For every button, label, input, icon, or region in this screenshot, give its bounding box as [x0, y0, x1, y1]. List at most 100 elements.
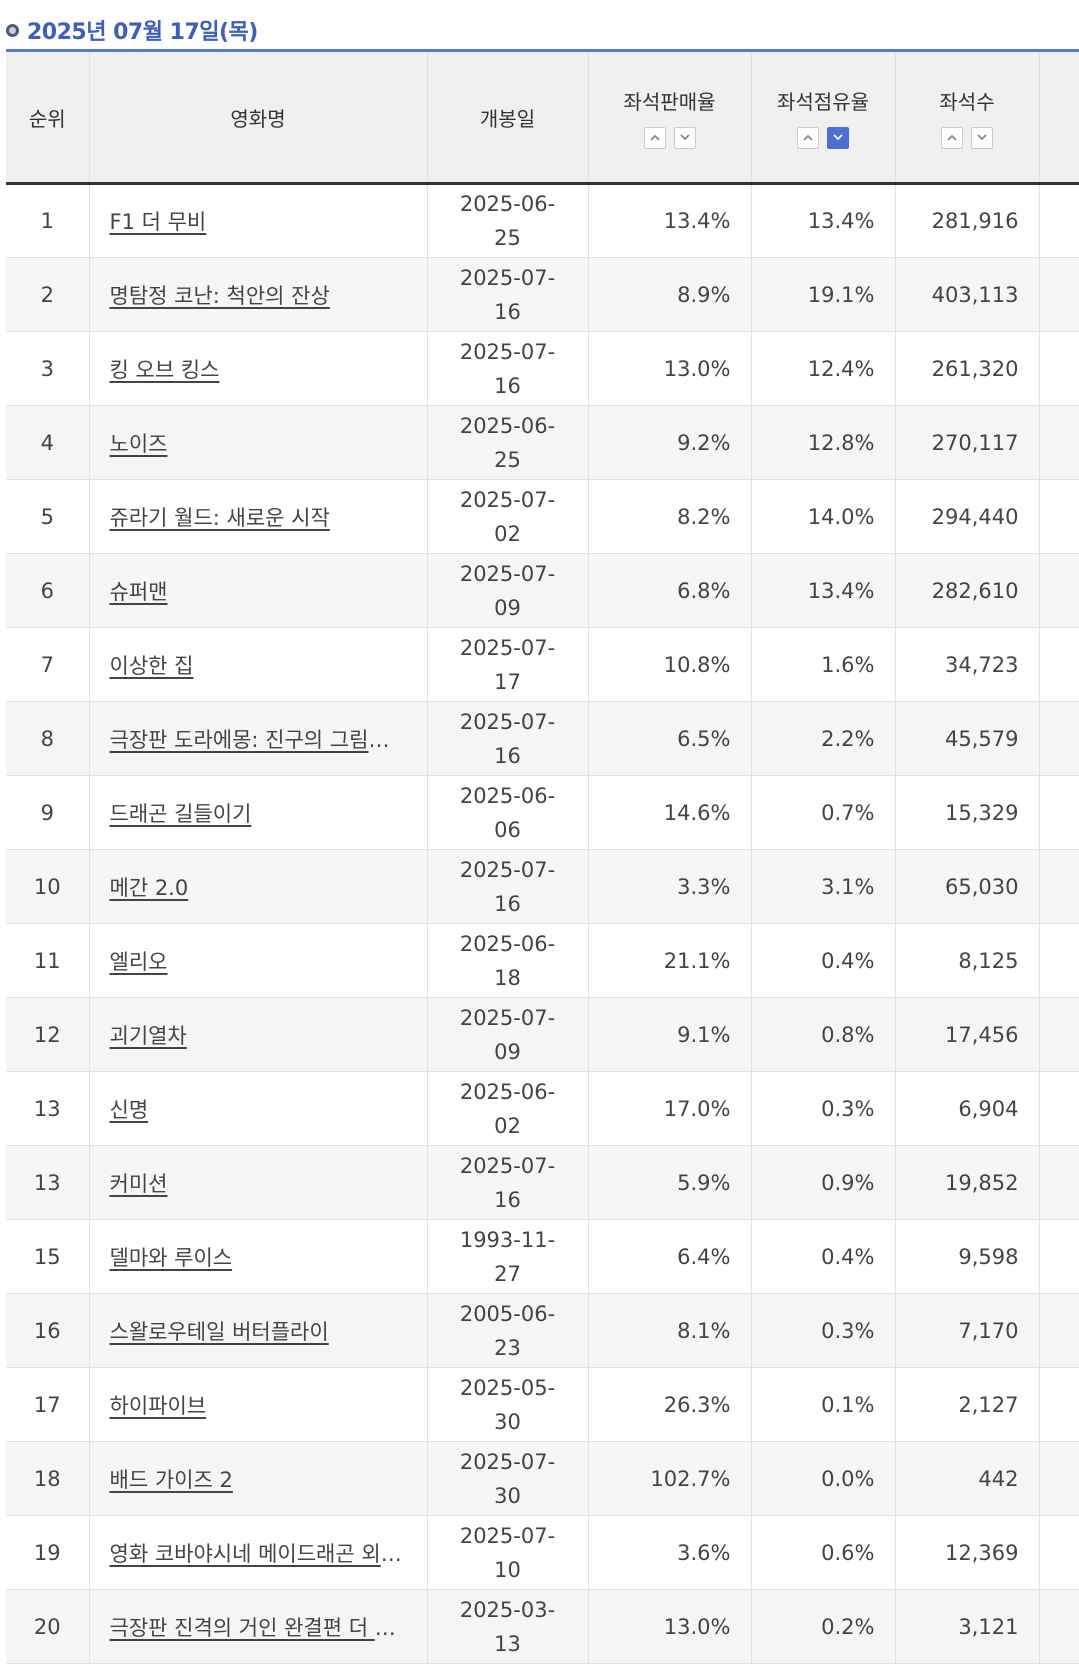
movie-title-link[interactable]: 이상한 집 [109, 653, 194, 678]
overflow-cell [1039, 1367, 1079, 1442]
col-release-header: 개봉일 [427, 52, 589, 185]
rank-cell: 18 [6, 1441, 90, 1516]
col-seats-header: 좌석수 [895, 52, 1040, 185]
title-cell: 커미션 [89, 1145, 428, 1220]
rank-cell: 17 [6, 1367, 90, 1442]
rank-cell: 12 [6, 997, 90, 1072]
movie-title-link[interactable]: 노이즈 [109, 431, 168, 456]
sort-seats-desc-button[interactable] [971, 126, 993, 149]
sales-rate-cell: 21.1% [588, 923, 752, 998]
table-row: 12 괴기열차 2025-07-09 9.1% 0.8% 17,456 [6, 997, 1079, 1072]
movie-title-link[interactable]: 하이파이브 [109, 1393, 207, 1418]
release-date-cell: 2025-06-06 [427, 775, 589, 850]
rank-cell: 8 [6, 701, 90, 776]
title-cell: 스왈로우테일 버터플라이 [89, 1293, 428, 1368]
share-rate-cell: 13.4% [751, 183, 896, 258]
table-row: 10 메간 2.0 2025-07-16 3.3% 3.1% 65,030 [6, 849, 1079, 924]
movie-title-link[interactable]: 극장판 진격의 거인 완결편 더 라스… [109, 1615, 427, 1640]
movie-title-link[interactable]: 메간 2.0 [109, 875, 189, 900]
sales-rate-cell: 13.4% [588, 183, 752, 258]
share-rate-cell: 0.1% [751, 1367, 896, 1442]
overflow-cell [1039, 1515, 1079, 1590]
seats-cell: 281,916 [895, 183, 1040, 258]
movie-title-link[interactable]: 극장판 도라에몽: 진구의 그림이야기 [109, 727, 427, 752]
seats-cell: 2,127 [895, 1367, 1040, 1442]
table-header-row: 순위 영화명 개봉일 좌석판매율 좌석점유율 [6, 52, 1079, 185]
movie-title-link[interactable]: 스왈로우테일 버터플라이 [109, 1319, 329, 1344]
title-cell: 이상한 집 [89, 627, 428, 702]
movie-title-link[interactable]: 배드 가이즈 2 [109, 1467, 233, 1492]
overflow-cell [1039, 997, 1079, 1072]
movie-title-link[interactable]: 쥬라기 월드: 새로운 시작 [109, 505, 330, 530]
share-rate-cell: 12.8% [751, 405, 896, 480]
movie-title-link[interactable]: 슈퍼맨 [109, 579, 168, 604]
sales-rate-cell: 8.9% [588, 257, 752, 332]
movie-title-link[interactable]: 킹 오브 킹스 [109, 357, 220, 382]
movie-title-link[interactable]: 델마와 루이스 [109, 1245, 233, 1270]
seats-cell: 12,369 [895, 1515, 1040, 1590]
sort-seats-asc-button[interactable] [941, 126, 963, 149]
sales-rate-cell: 3.6% [588, 1515, 752, 1590]
seat-sales-table: 순위 영화명 개봉일 좌석판매율 좌석점유율 [6, 52, 1079, 1664]
release-date-cell: 2025-03-13 [427, 1589, 589, 1664]
overflow-cell [1039, 183, 1079, 258]
share-rate-cell: 3.1% [751, 849, 896, 924]
overflow-cell [1039, 923, 1079, 998]
seats-cell: 282,610 [895, 553, 1040, 628]
seats-cell: 17,456 [895, 997, 1040, 1072]
sort-share-desc-button[interactable] [827, 126, 849, 149]
chevron-up-icon [649, 134, 660, 141]
title-cell: 노이즈 [89, 405, 428, 480]
release-date-cell: 2025-06-25 [427, 405, 589, 480]
rank-cell: 19 [6, 1515, 90, 1590]
movie-title-link[interactable]: 엘리오 [109, 949, 168, 974]
movie-title-link[interactable]: 드래곤 길들이기 [109, 801, 252, 826]
release-date-cell: 2025-07-02 [427, 479, 589, 554]
table-row: 7 이상한 집 2025-07-17 10.8% 1.6% 34,723 [6, 627, 1079, 702]
overflow-cell [1039, 479, 1079, 554]
release-date-cell: 2025-06-02 [427, 1071, 589, 1146]
share-rate-cell: 12.4% [751, 331, 896, 406]
movie-title-link[interactable]: 신명 [109, 1097, 149, 1122]
overflow-cell [1039, 553, 1079, 628]
table-row: 5 쥬라기 월드: 새로운 시작 2025-07-02 8.2% 14.0% 294,44… [6, 479, 1079, 554]
table-row: 13 커미션 2025-07-16 5.9% 0.9% 19,852 [6, 1145, 1079, 1220]
movie-title-link[interactable]: F1 더 무비 [109, 210, 207, 234]
share-rate-cell: 0.0% [751, 1441, 896, 1516]
sales-rate-cell: 13.0% [588, 331, 752, 406]
sort-sales-desc-button[interactable] [673, 126, 696, 149]
seats-cell: 45,579 [895, 701, 1040, 776]
chevron-up-icon [947, 134, 957, 141]
chevron-down-icon [977, 134, 987, 141]
share-rate-cell: 0.4% [751, 923, 896, 998]
rank-cell: 2 [6, 257, 90, 332]
rank-cell: 5 [6, 479, 90, 554]
title-cell: 괴기열차 [89, 997, 428, 1072]
sales-rate-cell: 17.0% [588, 1071, 752, 1146]
sales-rate-cell: 102.7% [588, 1441, 752, 1516]
share-rate-cell: 0.6% [751, 1515, 896, 1590]
overflow-cell [1039, 405, 1079, 480]
sort-sales-asc-button[interactable] [643, 126, 666, 149]
rank-cell: 1 [6, 183, 90, 258]
sales-rate-cell: 14.6% [588, 775, 752, 850]
movie-title-link[interactable]: 명탐정 코난: 척안의 잔상 [109, 283, 330, 308]
release-date-cell: 2025-06-25 [427, 183, 589, 258]
release-date-cell: 2025-07-17 [427, 627, 589, 702]
movie-title-link[interactable]: 괴기열차 [109, 1023, 187, 1048]
overflow-cell [1039, 257, 1079, 332]
title-cell: 극장판 진격의 거인 완결편 더 라스… [89, 1589, 428, 1664]
sales-rate-cell: 26.3% [588, 1367, 752, 1442]
seats-cell: 7,170 [895, 1293, 1040, 1368]
table-row: 20 극장판 진격의 거인 완결편 더 라스… 2025-03-13 13.0% 0.2… [6, 1589, 1079, 1664]
movie-title-link[interactable]: 영화 코바야시네 메이드래곤 외로… [109, 1541, 422, 1566]
overflow-cell [1039, 1219, 1079, 1294]
table-row: 18 배드 가이즈 2 2025-07-30 102.7% 0.0% 442 [6, 1441, 1079, 1516]
col-title-header: 영화명 [89, 52, 428, 185]
movie-title-link[interactable]: 커미션 [109, 1171, 168, 1196]
rank-cell: 9 [6, 775, 90, 850]
release-date-cell: 2005-06-23 [427, 1293, 589, 1368]
sort-share-asc-button[interactable] [797, 126, 819, 149]
title-cell: 메간 2.0 [89, 849, 428, 924]
sales-rate-cell: 9.1% [588, 997, 752, 1072]
